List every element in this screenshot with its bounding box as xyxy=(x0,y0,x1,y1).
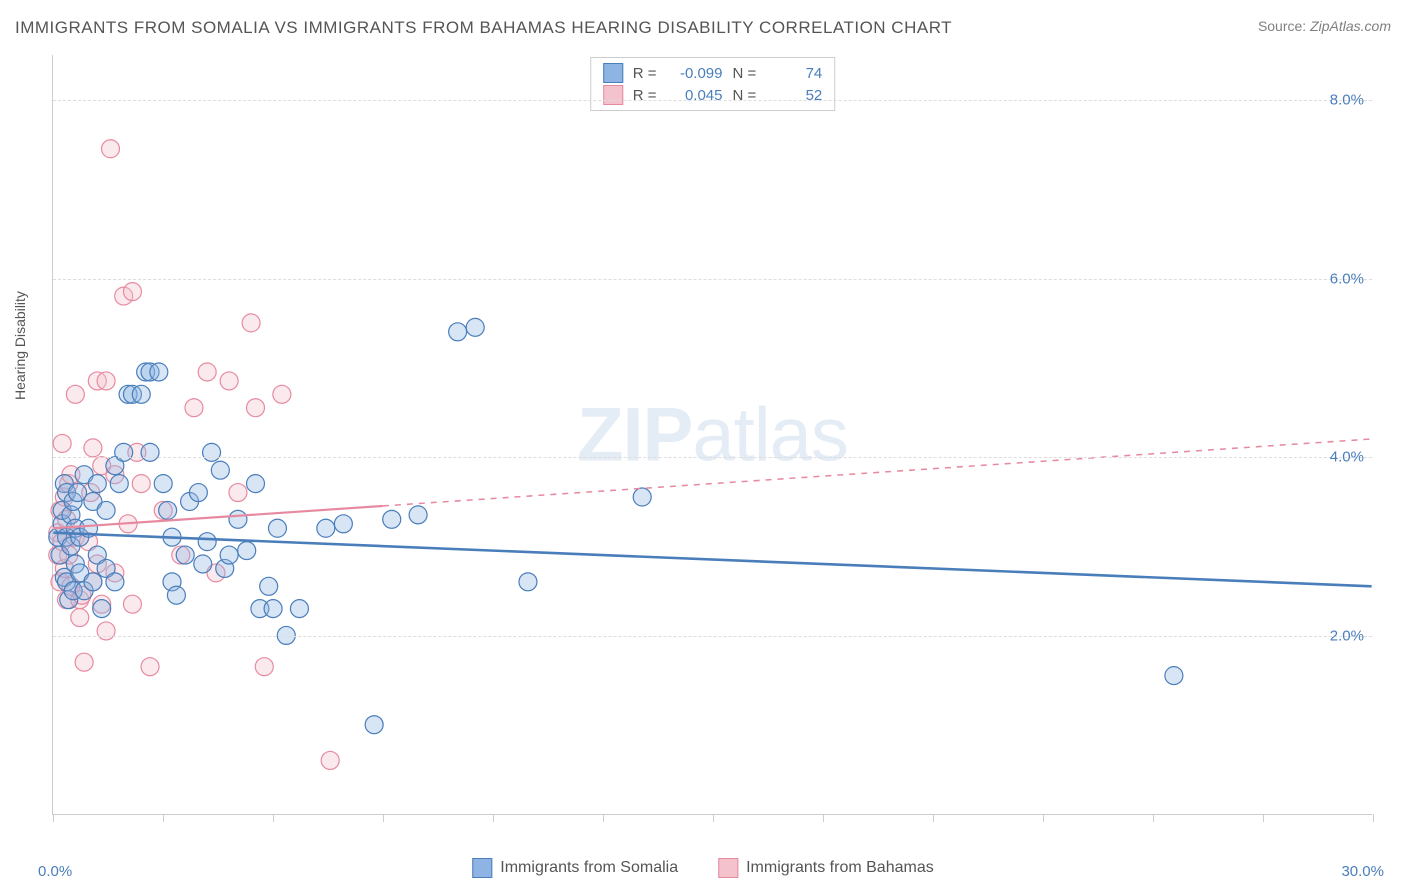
scatter-point xyxy=(123,595,141,613)
scatter-point xyxy=(247,399,265,417)
scatter-point xyxy=(220,546,238,564)
scatter-point xyxy=(132,475,150,493)
scatter-point xyxy=(519,573,537,591)
scatter-point xyxy=(97,372,115,390)
x-tick xyxy=(1153,814,1154,822)
scatter-point xyxy=(141,658,159,676)
x-tick xyxy=(713,814,714,822)
scatter-point xyxy=(106,573,124,591)
scatter-point xyxy=(242,314,260,332)
scatter-point xyxy=(466,318,484,336)
scatter-point xyxy=(75,653,93,671)
scatter-point xyxy=(110,475,128,493)
scatter-point xyxy=(383,510,401,528)
scatter-point xyxy=(132,385,150,403)
scatter-point xyxy=(154,475,172,493)
x-tick xyxy=(823,814,824,822)
scatter-point xyxy=(633,488,651,506)
scatter-point xyxy=(53,434,71,452)
legend-label-bahamas: Immigrants from Bahamas xyxy=(746,859,934,877)
y-tick-label: 4.0% xyxy=(1330,449,1364,466)
x-tick xyxy=(493,814,494,822)
scatter-point xyxy=(71,609,89,627)
scatter-point xyxy=(194,555,212,573)
x-tick xyxy=(933,814,934,822)
x-tick xyxy=(1043,814,1044,822)
x-tick xyxy=(163,814,164,822)
scatter-point xyxy=(229,510,247,528)
x-tick xyxy=(273,814,274,822)
scatter-point xyxy=(264,600,282,618)
source-name: ZipAtlas.com xyxy=(1310,18,1391,34)
scatter-point xyxy=(66,385,84,403)
x-tick xyxy=(1373,814,1374,822)
x-tick xyxy=(603,814,604,822)
x-tick xyxy=(1263,814,1264,822)
scatter-point xyxy=(97,622,115,640)
scatter-point xyxy=(220,372,238,390)
source-prefix: Source: xyxy=(1258,18,1310,34)
scatter-point xyxy=(260,577,278,595)
scatter-point xyxy=(97,501,115,519)
scatter-point xyxy=(449,323,467,341)
scatter-point xyxy=(290,600,308,618)
scatter-point xyxy=(141,443,159,461)
y-axis-label: Hearing Disability xyxy=(12,291,28,400)
scatter-point xyxy=(84,573,102,591)
scatter-point xyxy=(365,716,383,734)
scatter-point xyxy=(268,519,286,537)
y-tick-label: 2.0% xyxy=(1330,628,1364,645)
chart-title: IMMIGRANTS FROM SOMALIA VS IMMIGRANTS FR… xyxy=(15,18,952,38)
scatter-point xyxy=(317,519,335,537)
scatter-point xyxy=(189,484,207,502)
scatter-point xyxy=(102,140,120,158)
x-tick xyxy=(53,814,54,822)
legend-series: Immigrants from Somalia Immigrants from … xyxy=(472,858,933,878)
gridline-h xyxy=(53,279,1372,280)
gridline-h xyxy=(53,100,1372,101)
scatter-point xyxy=(203,443,221,461)
scatter-point xyxy=(238,542,256,560)
regression-line-solid xyxy=(53,533,1371,587)
scatter-point xyxy=(229,484,247,502)
source-attribution: Source: ZipAtlas.com xyxy=(1258,18,1391,34)
y-tick-label: 6.0% xyxy=(1330,270,1364,287)
scatter-point xyxy=(84,439,102,457)
scatter-point xyxy=(409,506,427,524)
scatter-point xyxy=(88,475,106,493)
scatter-point xyxy=(255,658,273,676)
scatter-point xyxy=(1165,667,1183,685)
legend-item-somalia: Immigrants from Somalia xyxy=(472,858,678,878)
legend-item-bahamas: Immigrants from Bahamas xyxy=(718,858,934,878)
legend-swatch-somalia xyxy=(472,858,492,878)
scatter-point xyxy=(273,385,291,403)
scatter-svg xyxy=(53,55,1372,814)
gridline-h xyxy=(53,457,1372,458)
gridline-h xyxy=(53,636,1372,637)
scatter-point xyxy=(167,586,185,604)
x-tick xyxy=(383,814,384,822)
legend-swatch-bahamas xyxy=(718,858,738,878)
scatter-point xyxy=(115,443,133,461)
scatter-point xyxy=(334,515,352,533)
x-axis-max-label: 30.0% xyxy=(1341,863,1384,880)
scatter-point xyxy=(176,546,194,564)
scatter-point xyxy=(185,399,203,417)
scatter-point xyxy=(150,363,168,381)
scatter-point xyxy=(211,461,229,479)
scatter-point xyxy=(123,283,141,301)
scatter-point xyxy=(159,501,177,519)
scatter-point xyxy=(321,751,339,769)
scatter-point xyxy=(247,475,265,493)
scatter-point xyxy=(198,363,216,381)
plot-area: ZIPatlas R = -0.099 N = 74 R = 0.045 N =… xyxy=(52,55,1372,815)
y-tick-label: 8.0% xyxy=(1330,91,1364,108)
scatter-point xyxy=(198,533,216,551)
chart-header: IMMIGRANTS FROM SOMALIA VS IMMIGRANTS FR… xyxy=(15,18,1391,38)
x-axis-min-label: 0.0% xyxy=(38,863,72,880)
scatter-point xyxy=(93,600,111,618)
legend-label-somalia: Immigrants from Somalia xyxy=(500,859,678,877)
regression-line-dashed xyxy=(383,439,1372,506)
